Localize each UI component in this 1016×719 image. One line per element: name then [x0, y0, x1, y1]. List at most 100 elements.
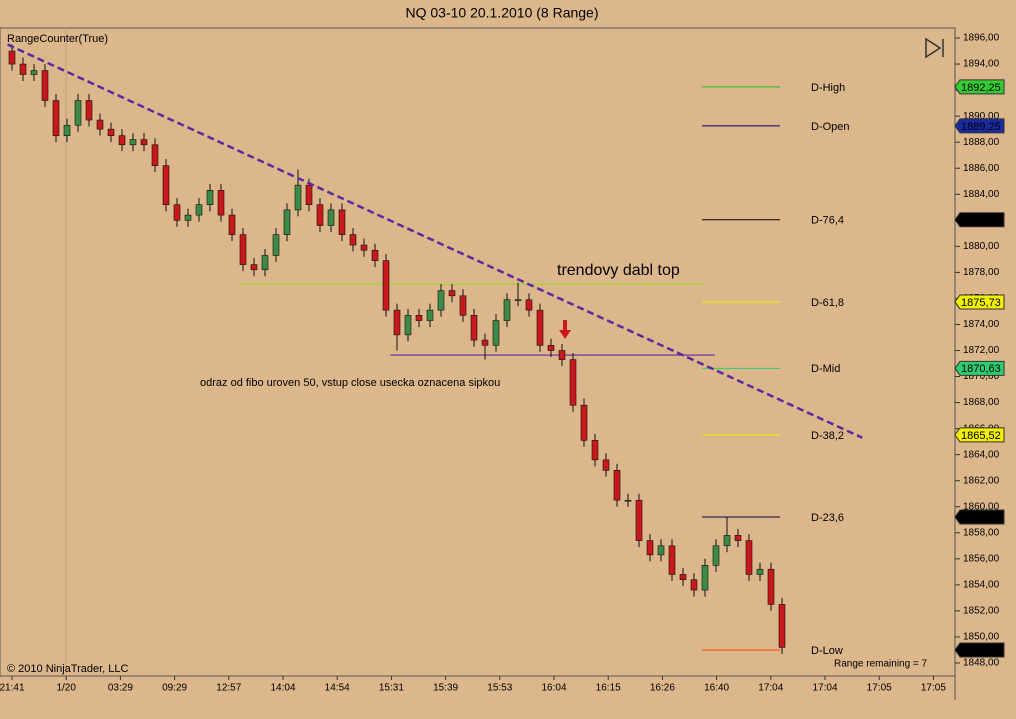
candle-body — [195, 204, 203, 216]
x-tick-label: 17:05 — [921, 683, 946, 694]
annotation: trendovy dabl top — [557, 262, 680, 279]
candle-body — [294, 184, 302, 211]
level-label: D-Low — [811, 645, 843, 657]
y-tick-label: 1872,00 — [963, 345, 1000, 356]
y-tick-label: 1888,00 — [963, 137, 1000, 148]
candle-body — [316, 204, 324, 226]
price-badge-label: 1870,63 — [961, 363, 1001, 375]
y-tick-label: 1878,00 — [963, 267, 1000, 278]
candle-body — [536, 309, 544, 346]
candle-body — [140, 139, 148, 146]
candle-body — [107, 128, 115, 136]
level-label: D-38,2 — [811, 430, 844, 442]
price-badge-label: 1892,25 — [961, 82, 1001, 94]
price-badge — [954, 427, 1005, 443]
candle-body — [459, 295, 467, 316]
level-label: D-Open — [811, 121, 850, 133]
price-badge — [954, 509, 1005, 525]
candle-body — [85, 100, 93, 121]
candle-body — [305, 184, 313, 205]
price-badge-label: 1889,25 — [961, 121, 1001, 133]
x-tick-label: 14:54 — [325, 683, 350, 694]
x-tick-label: 15:39 — [433, 683, 458, 694]
candle-body — [41, 70, 49, 101]
candle-body — [52, 100, 60, 136]
candle-body — [338, 209, 346, 235]
y-tick-label: 1868,00 — [963, 397, 1000, 408]
candle-body — [162, 165, 170, 205]
level-label: D-76,4 — [811, 215, 844, 227]
level-label: D-Mid — [811, 363, 840, 375]
candle-body — [503, 299, 511, 321]
candle-body — [481, 339, 489, 346]
candle-body — [393, 309, 401, 336]
play-icon[interactable] — [925, 37, 944, 59]
candle-body — [723, 535, 731, 547]
x-tick-label: 16:40 — [704, 683, 729, 694]
price-badge-label: 1859,21 — [961, 512, 1001, 524]
candle-body — [657, 545, 665, 556]
candle-body — [580, 404, 588, 441]
price-badge — [954, 118, 1005, 134]
price-badge — [954, 79, 1005, 95]
candle-body — [360, 244, 368, 251]
x-tick-label: 09:29 — [162, 683, 187, 694]
y-tick-label: 1870,00 — [963, 371, 1000, 382]
x-tick-label: 17:05 — [867, 683, 892, 694]
candle-body — [74, 100, 82, 126]
candle-body — [558, 350, 566, 360]
copyright: © 2010 NinjaTrader, LLC — [7, 663, 128, 675]
candle-body — [30, 70, 38, 75]
candle-body — [591, 440, 599, 461]
x-tick-label: 03:29 — [108, 683, 133, 694]
candle-body — [646, 540, 654, 556]
price-badge-label: 1865,52 — [961, 430, 1001, 442]
candle-body — [569, 359, 577, 406]
candle-body — [371, 249, 379, 261]
signal-arrow — [559, 320, 571, 339]
x-tick-label: 16:26 — [650, 683, 675, 694]
candle-body — [635, 499, 643, 541]
candle-body — [547, 344, 555, 351]
candle-body — [118, 135, 126, 146]
candle-body — [19, 63, 27, 75]
candle-body — [613, 469, 621, 501]
y-tick-label: 1884,00 — [963, 189, 1000, 200]
candle-body — [239, 234, 247, 265]
candle-body — [217, 190, 225, 216]
price-badge-label: 1849,00 — [961, 645, 1001, 657]
candle-body — [701, 565, 709, 591]
x-tick-label: 15:31 — [379, 683, 404, 694]
candle-body — [624, 499, 632, 502]
y-tick-label: 1864,00 — [963, 449, 1000, 460]
x-tick-label: 12:57 — [216, 683, 241, 694]
y-tick-label: 1854,00 — [963, 580, 1000, 591]
candle-body — [415, 315, 423, 321]
candle-body — [679, 574, 687, 580]
y-tick-label: 1890,00 — [963, 111, 1000, 122]
candle-body — [404, 315, 412, 336]
candle-body — [283, 209, 291, 235]
candle-body — [602, 459, 610, 471]
y-tick-label: 1850,00 — [963, 632, 1000, 643]
x-tick-label: 15:53 — [487, 683, 512, 694]
x-tick-label: 17:04 — [758, 683, 783, 694]
candle-body — [272, 234, 280, 256]
candle-body — [756, 568, 764, 575]
candle-body — [151, 144, 159, 166]
candle-body — [426, 309, 434, 321]
candle-body — [470, 315, 478, 341]
candle-body — [250, 264, 258, 271]
y-tick-label: 1852,00 — [963, 606, 1000, 617]
candle-body — [745, 540, 753, 575]
candle-body — [8, 50, 16, 65]
candle-body — [668, 545, 676, 575]
price-badge — [954, 212, 1005, 228]
candle-body — [448, 290, 456, 297]
annotation: odraz od fibo uroven 50, vstup close use… — [200, 377, 500, 389]
indicator-label: RangeCounter(True) — [7, 33, 108, 45]
chart-title: NQ 03-10 20.1.2010 (8 Range) — [405, 5, 598, 21]
level-label: D-61,8 — [811, 297, 844, 309]
candle-body — [437, 290, 445, 311]
